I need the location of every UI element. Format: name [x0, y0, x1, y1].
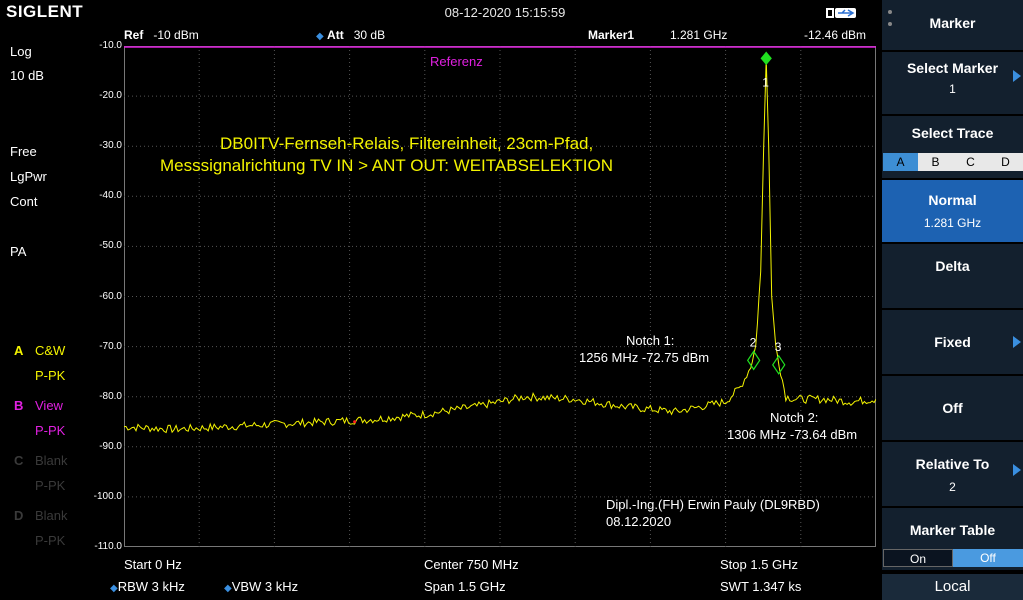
y-tick-label: -20.0 — [99, 90, 122, 102]
stop-freq[interactable]: Stop 1.5 GHz — [720, 557, 799, 572]
marker-1-number: 1 — [762, 75, 769, 89]
ref-value: -10 dBm — [153, 28, 199, 42]
marker-2-number: 2 — [750, 335, 757, 349]
trace-b-mode: B View — [14, 398, 63, 413]
marker-readout-label: Marker1 — [588, 28, 635, 42]
y-tick-label: -70.0 — [99, 340, 122, 352]
diamond-icon: ◆ — [110, 583, 118, 594]
reference-label: Referenz — [430, 54, 483, 69]
relative-to-button[interactable]: Relative To 2 — [882, 442, 1023, 506]
y-tick-label: -80.0 — [99, 390, 122, 402]
att-label: Att — [327, 28, 344, 42]
trace-a-mode: A C&W — [14, 343, 66, 358]
trace-b-detector: P-PK — [35, 423, 66, 438]
notch2-value: 1306 MHz -73.64 dBm — [727, 427, 858, 442]
y-tick-label: -100.0 — [93, 490, 122, 502]
diamond-icon: ◆ — [224, 583, 232, 594]
trace-a-detector: P-PK — [35, 368, 66, 383]
marker-readout-level: -12.46 dBm — [804, 28, 867, 42]
trace-c-mode: C Blank — [14, 453, 68, 468]
trigger-mode: Free — [10, 144, 37, 159]
trace-option-c[interactable]: C — [953, 153, 988, 171]
marker-table-off[interactable]: Off — [953, 549, 1023, 567]
y-tick-label: -40.0 — [99, 190, 122, 202]
menu-title: Marker — [882, 0, 1023, 50]
arrow-right-icon — [1013, 336, 1021, 348]
trace-d-detector: P-PK — [35, 533, 66, 548]
usb-icon — [826, 6, 856, 18]
arrow-right-icon — [1013, 70, 1021, 82]
marker-3-diamond — [772, 354, 786, 375]
marker-readout-freq: 1.281 GHz — [670, 28, 728, 42]
datetime: 08-12-2020 15:15:59 — [444, 5, 566, 20]
plot-title-line1: DB0ITV-Fernseh-Relais, Filtereinheit, 23… — [220, 134, 594, 153]
trace-option-b[interactable]: B — [918, 153, 953, 171]
scale-type: Log — [10, 44, 32, 59]
normal-button[interactable]: Normal 1.281 GHz — [882, 180, 1023, 242]
plot-title-line2: Messsignalrichtung TV IN > ANT OUT: WEIT… — [160, 156, 613, 175]
marker-1-diamond — [760, 51, 772, 66]
delta-button[interactable]: Delta — [882, 244, 1023, 308]
brand-logo: SIGLENT — [6, 2, 84, 21]
trace-d-mode: D Blank — [14, 508, 68, 523]
marker-table-on[interactable]: On — [883, 549, 953, 567]
start-freq[interactable]: Start 0 Hz — [124, 557, 182, 572]
marker-2-diamond — [746, 350, 761, 371]
trace-c-detector: P-PK — [35, 478, 66, 493]
center-freq[interactable]: Center 750 MHz — [424, 557, 519, 572]
marker-3-number: 3 — [775, 340, 782, 354]
fixed-button[interactable]: Fixed — [882, 310, 1023, 374]
sweep-mode: Cont — [10, 194, 38, 209]
grip-icon — [888, 22, 892, 26]
ref-label: Ref — [124, 28, 144, 42]
vbw[interactable]: ◆VBW 3 kHz — [224, 579, 299, 594]
trace-option-a[interactable]: A — [883, 153, 918, 171]
arrow-right-icon — [1013, 464, 1021, 476]
rbw[interactable]: ◆RBW 3 kHz — [110, 579, 185, 594]
y-tick-label: -90.0 — [99, 440, 122, 452]
local-button[interactable]: Local — [882, 574, 1023, 600]
sweep-time[interactable]: SWT 1.347 ks — [720, 579, 802, 594]
y-tick-label: -110.0 — [94, 541, 122, 552]
y-tick-label: -50.0 — [99, 240, 122, 252]
scale-div: 10 dB — [10, 68, 44, 83]
trace-a-line — [124, 58, 876, 434]
grip-icon — [888, 10, 892, 14]
span[interactable]: Span 1.5 GHz — [424, 579, 506, 594]
att-value: 30 dB — [353, 28, 386, 42]
diamond-icon: ◆ — [316, 31, 324, 42]
author-name: Dipl.-Ing.(FH) Erwin Pauly (DL9RBD) — [606, 497, 820, 512]
trace-option-d[interactable]: D — [988, 153, 1023, 171]
notch1-value: 1256 MHz -72.75 dBm — [579, 350, 710, 365]
notch2-label: Notch 2: — [770, 410, 819, 425]
notch1-label: Notch 1: — [626, 333, 675, 348]
off-button[interactable]: Off — [882, 376, 1023, 440]
detector: LgPwr — [10, 169, 47, 184]
author-date: 08.12.2020 — [606, 514, 672, 529]
y-tick-label: -10.0 — [99, 40, 122, 51]
attenuation[interactable]: ◆ Att 30 dB — [316, 28, 385, 42]
y-tick-label: -30.0 — [99, 140, 122, 152]
preamp: PA — [10, 244, 27, 259]
trace-dot — [353, 420, 357, 424]
select-marker-button[interactable]: Select Marker 1 — [882, 52, 1023, 114]
y-tick-label: -60.0 — [99, 290, 122, 302]
ref-level[interactable]: Ref -10 dBm — [124, 28, 199, 42]
spectrum-plot[interactable]: 1 2 3 — [124, 46, 876, 547]
